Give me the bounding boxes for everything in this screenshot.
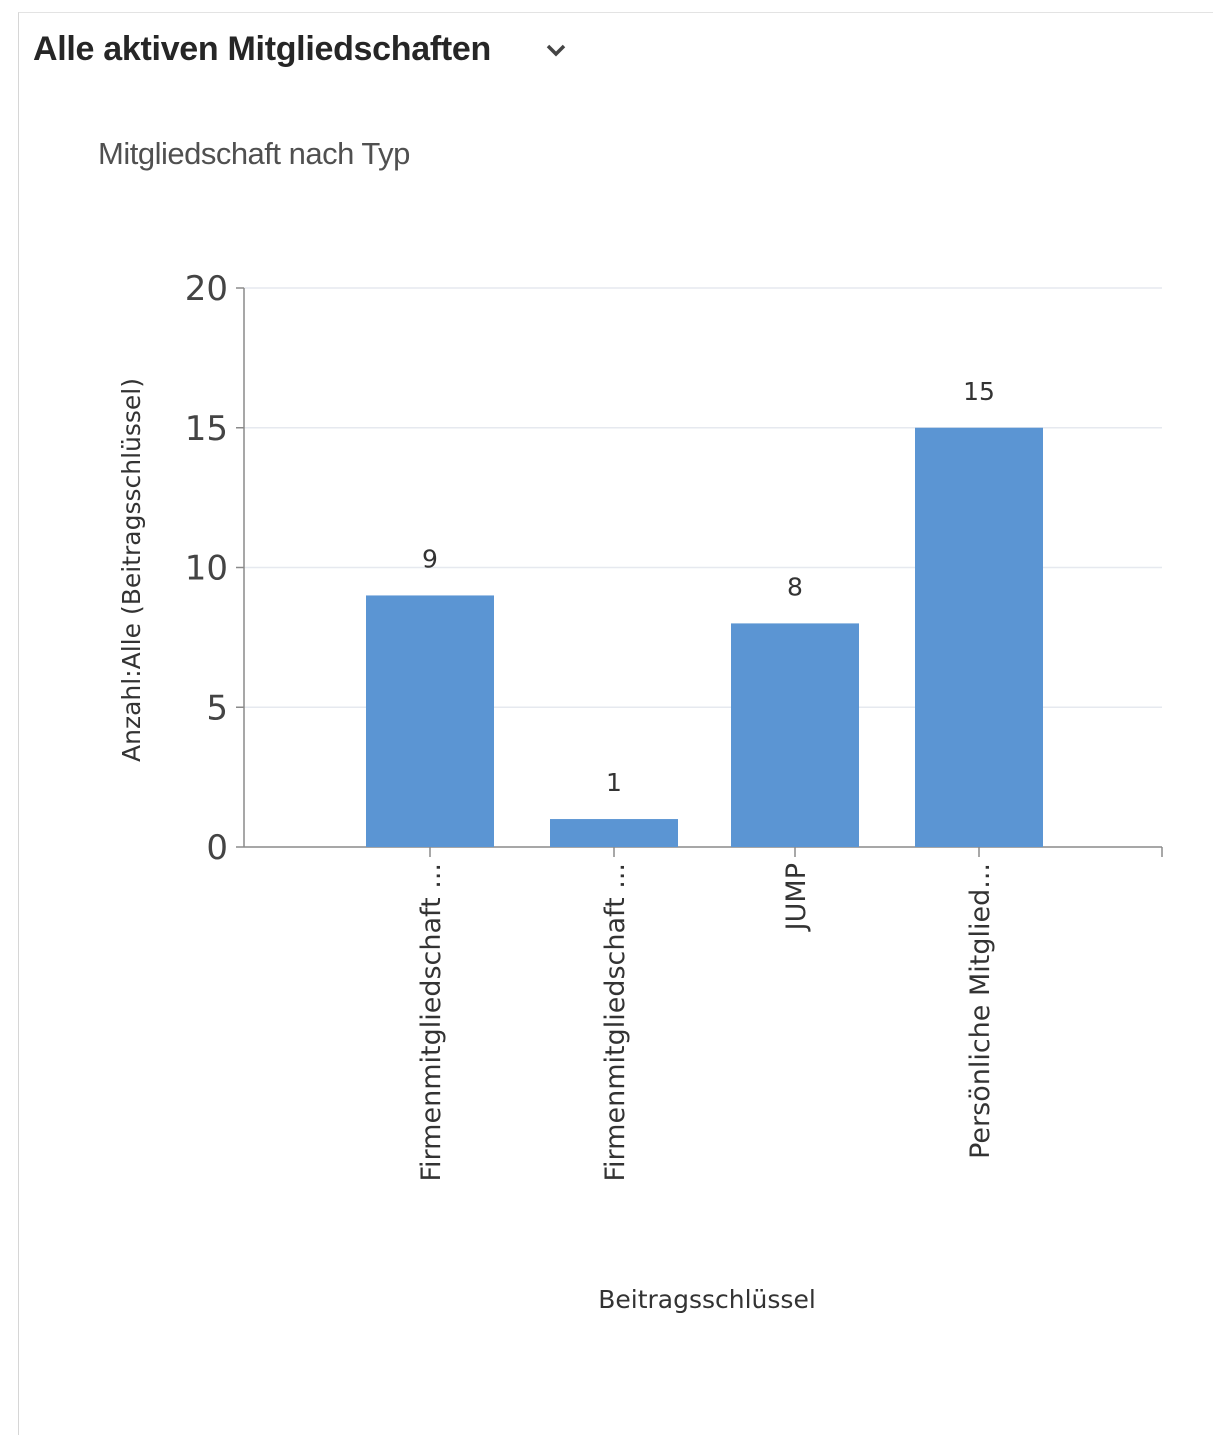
y-tick-label: 15 (185, 409, 228, 449)
y-tick-label: 5 (206, 688, 228, 728)
view-title[interactable]: Alle aktiven Mitgliedschaften (33, 30, 491, 68)
chevron-down-icon[interactable] (539, 33, 573, 67)
y-axis-title: Anzahl:Alle (Beitragsschlüssel) (117, 378, 146, 762)
x-tick-label: Firmenmitgliedschaft ... (416, 863, 447, 1182)
y-tick-label: 10 (185, 549, 228, 589)
data-label: 9 (422, 544, 438, 573)
x-tick-label: Persönliche Mitglied... (965, 863, 996, 1159)
bar (366, 595, 494, 847)
x-tick-label: JUMP (781, 863, 812, 932)
view-header: Alle aktiven Mitgliedschaften (33, 30, 573, 69)
x-axis-title: Beitragsschlüssel (598, 1285, 816, 1314)
data-label: 1 (606, 768, 622, 797)
bar (550, 819, 678, 847)
data-label: 8 (787, 572, 803, 601)
x-tick-label: Firmenmitgliedschaft ... (600, 863, 631, 1182)
bar (731, 623, 859, 847)
chart-panel (18, 12, 1213, 1435)
y-tick-label: 0 (206, 828, 228, 868)
data-label: 15 (963, 377, 995, 406)
chart-title: Mitgliedschaft nach Typ (98, 136, 410, 171)
bar (915, 427, 1043, 847)
y-tick-label: 20 (185, 269, 228, 309)
